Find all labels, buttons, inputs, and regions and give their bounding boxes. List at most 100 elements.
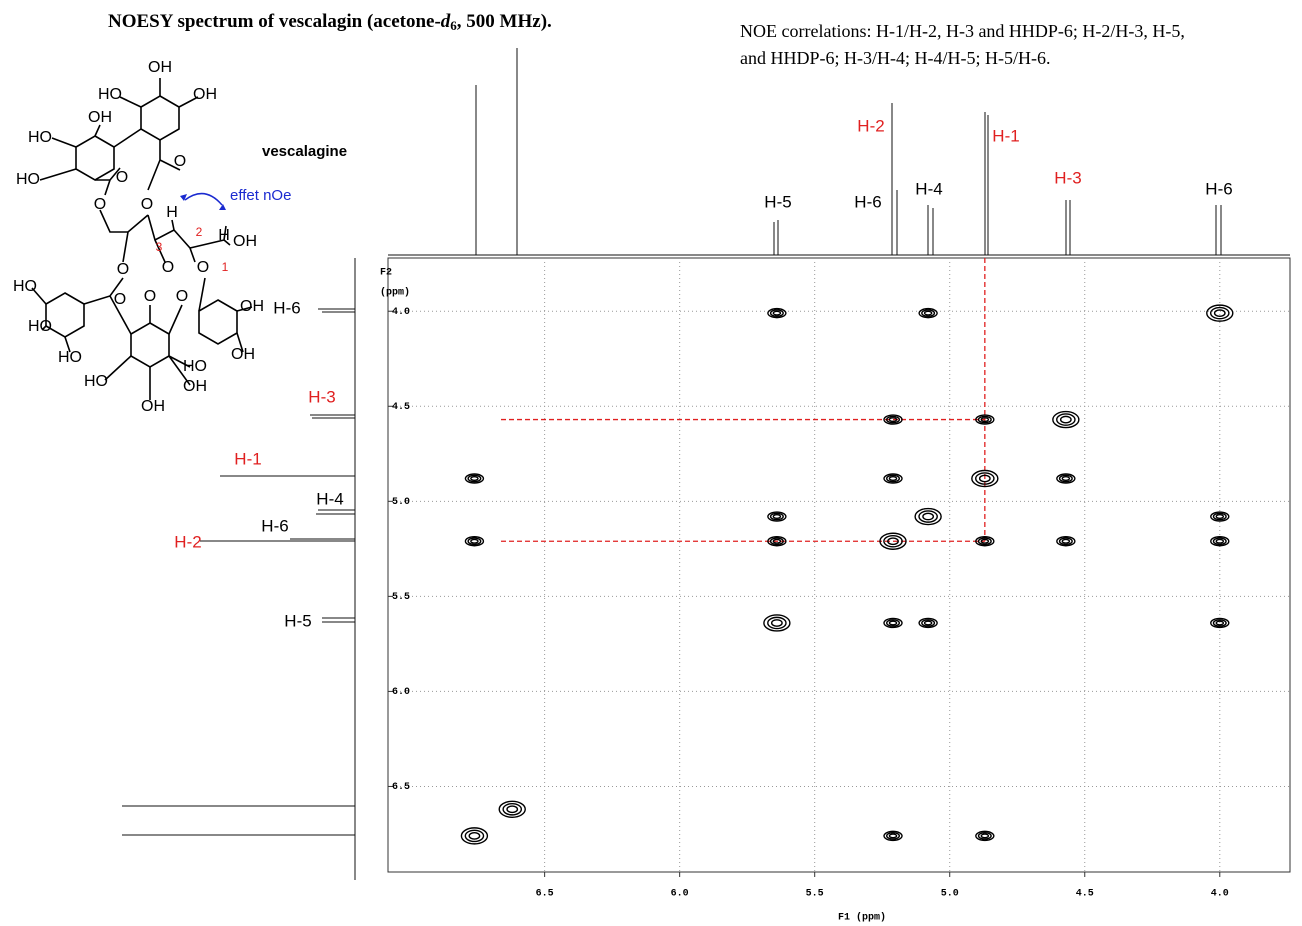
atom-label: OH [148,59,172,76]
atom-label: HO [183,358,207,375]
x-tick-label: 5.0 [941,889,959,900]
atom-label: O [174,153,186,170]
contour [888,417,898,423]
noe-note: effet nOe [230,187,291,204]
atom-label: O [144,288,156,305]
contour [467,474,482,483]
cross-peak [918,307,938,319]
contour [978,474,991,483]
contour [1215,514,1225,520]
contour [883,617,903,629]
x-axis-title: F1 (ppm) [838,912,886,924]
left-projection [122,258,356,880]
contour [918,617,938,629]
y-tick-label: 5.5 [392,592,410,603]
atom-label: OH [233,233,257,250]
cross-peak [1210,617,1230,629]
atom-label: O [117,261,129,278]
atom-label: OH [193,86,217,103]
contour [922,512,935,521]
contour [1212,537,1227,546]
peak-label: H-2 [857,116,884,135]
peak-label: H-5 [284,611,311,630]
contour [975,536,995,547]
contour [770,619,783,627]
cross-peak [767,307,787,319]
atom-label: OH [240,298,264,315]
contour [1052,410,1080,429]
y-tick-label: 6.5 [392,782,410,793]
atom-label: H [166,204,178,221]
contour [1210,511,1230,522]
cross-peak [883,473,903,484]
contour [886,474,901,483]
contour [921,619,936,627]
y-tick-label: 5.0 [392,497,410,508]
atom-label: H [218,227,230,244]
contour [772,514,782,520]
contour [883,830,903,842]
atom-label: O [114,291,126,308]
contour [883,473,903,484]
peak-label: H-2 [174,532,201,551]
y-tick-label: 6.0 [392,687,410,698]
title: NOESY spectrum of vescalagin (acetone-d6… [108,11,552,33]
contour [918,510,938,523]
atom-label: HO [98,86,122,103]
atom-label: OH [88,109,112,126]
contour [977,832,992,840]
y-axis-title: (ppm) [380,287,410,299]
contour [464,536,485,547]
contour [1215,620,1225,626]
contour [464,829,485,843]
contour [1213,309,1226,318]
cross-peak [975,536,995,547]
contour [763,614,791,632]
cross-peak [1056,536,1076,547]
peak-label: H-4 [316,489,343,508]
contour [980,538,990,544]
contour [1215,538,1225,544]
contour [1059,415,1072,424]
atom-label: OH [183,378,207,395]
atom-label: O [141,196,153,213]
y-tick-label: 4.5 [392,402,410,413]
contour [767,616,787,630]
cross-peak [971,469,999,488]
cross-peak [460,827,489,845]
contour [468,831,481,840]
title-part: NOESY spectrum of vescalagin (acetone- [108,11,441,32]
atom-label: O [197,259,209,276]
cross-peak [1052,410,1080,429]
contour [1206,304,1234,322]
atom-label: OH [231,346,255,363]
atom-label: O [162,259,174,276]
contour [767,511,787,522]
cross-peak [883,830,903,842]
contour [767,307,787,319]
peak-label: H-1 [234,449,261,468]
cross-peak [879,532,907,550]
contour [923,620,933,626]
contour [1061,476,1071,482]
contour [1056,413,1076,426]
cross-peak [914,507,942,526]
peak-label: H-1 [992,126,1019,145]
peak-label: H-5 [764,192,791,211]
atom-number: 2 [196,225,203,239]
contour [502,802,523,816]
atom-label: HO [28,129,52,146]
cross-peak [767,536,787,547]
x-tick-label: 4.0 [1211,889,1229,900]
contour [1058,474,1073,483]
contour [883,414,903,425]
contour [470,476,479,482]
peak-label: H-6 [1205,179,1232,198]
contour [1212,619,1227,627]
peak-label: H-6 [261,516,288,535]
contour [923,310,933,316]
y-axis-title: F2 [380,268,392,279]
cross-peak [975,830,995,842]
contour [888,620,898,626]
peak-label: H-6 [854,192,881,211]
